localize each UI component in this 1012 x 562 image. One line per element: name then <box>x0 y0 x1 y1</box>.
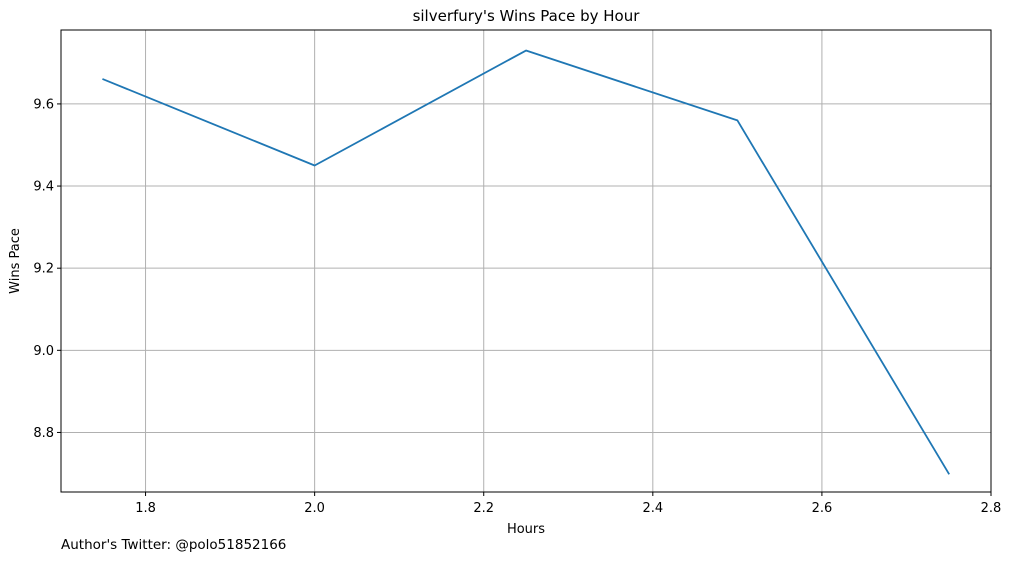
tick-layer: 1.8 2.0 2.2 2.4 2.6 2.8 8.8 9.0 9.2 9.4 9.6 <box>33 97 1001 516</box>
y-tick-label: 9.6 <box>33 97 54 112</box>
y-tick-label: 9.4 <box>33 180 54 195</box>
x-tick-label: 1.8 <box>135 501 156 516</box>
y-axis-label: Wins Pace <box>8 228 23 294</box>
y-tick-label: 8.8 <box>33 426 54 441</box>
y-tick-label: 9.2 <box>33 262 54 277</box>
x-tick-label: 2.8 <box>981 501 1002 516</box>
grid-lines <box>61 30 992 492</box>
x-tick-label: 2.0 <box>304 501 325 516</box>
x-tick-label: 2.4 <box>642 501 663 516</box>
x-axis-label: Hours <box>507 522 545 537</box>
y-tick-label: 9.0 <box>33 344 54 359</box>
x-tick-label: 2.6 <box>812 501 833 516</box>
chart-title: silverfury's Wins Pace by Hour <box>413 7 641 25</box>
author-credit: Author's Twitter: @polo51852166 <box>61 537 287 553</box>
x-tick-label: 2.2 <box>473 501 494 516</box>
plot-frame <box>60 29 992 493</box>
series-line <box>102 49 950 475</box>
series-layer <box>102 49 950 475</box>
